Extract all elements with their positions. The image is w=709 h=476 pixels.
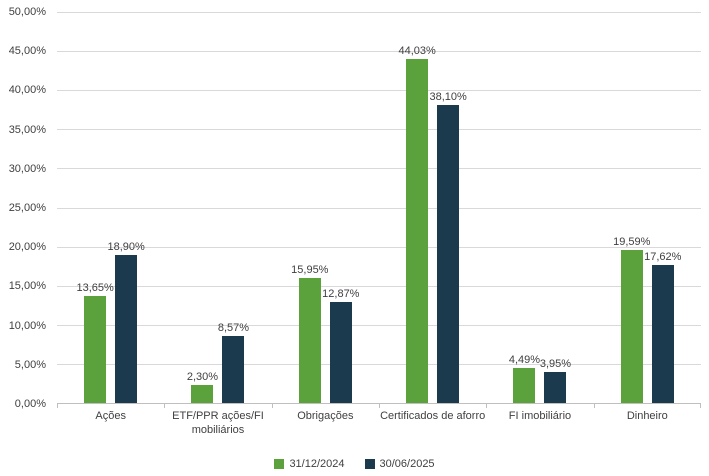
plot-area: 13,65% 18,90% 2,30% 8,57% 15,95% 12,87% 44,03%… bbox=[57, 12, 701, 404]
legend-label-2024: 31/12/2024 bbox=[289, 458, 345, 470]
y-axis: 0,00% 5,00% 10,00% 15,00% 20,00% 25,00% 30,00%… bbox=[0, 6, 50, 410]
x-axis-label: FI imobiliário bbox=[508, 410, 572, 422]
y-axis-label: 35,00% bbox=[8, 123, 46, 136]
legend-swatch-2025 bbox=[364, 459, 375, 469]
bar-group: 13,65% 18,90% bbox=[57, 12, 164, 403]
bar-31/12/2024: 15,95% bbox=[291, 264, 328, 403]
y-axis-label: 45,00% bbox=[8, 45, 46, 58]
x-axis: Ações ETF/PPR ações/FI mobiliários Obrigaç… bbox=[57, 410, 701, 438]
bar-30/06/2025: 18,90% bbox=[108, 241, 145, 403]
y-axis-label: 20,00% bbox=[8, 241, 46, 254]
bar-30/06/2025: 17,62% bbox=[644, 251, 681, 403]
bar-31/12/2024: 19,59% bbox=[613, 236, 650, 403]
y-axis-label: 30,00% bbox=[8, 162, 46, 175]
bar-value-label: 19,59% bbox=[613, 235, 651, 248]
y-axis-label: 40,00% bbox=[8, 84, 46, 97]
x-axis-tickmark bbox=[700, 404, 701, 408]
bar-value-label: 38,10% bbox=[429, 91, 467, 104]
x-axis-label: Obrigações bbox=[297, 410, 354, 422]
bar-value-label: 4,49% bbox=[508, 353, 541, 366]
bar-30/06/2025: 3,95% bbox=[540, 358, 571, 403]
bar-group: 2,30% 8,57% bbox=[164, 12, 271, 403]
legend-swatch-2024 bbox=[274, 459, 285, 469]
bar-31/12/2024: 2,30% bbox=[187, 371, 218, 403]
gridline bbox=[57, 90, 701, 92]
legend-label-2025: 30/06/2025 bbox=[379, 458, 435, 470]
gridline bbox=[57, 324, 701, 326]
bar-value-label: 3,95% bbox=[539, 358, 572, 371]
y-axis-label: 10,00% bbox=[8, 319, 46, 332]
bar-group: 4,49% 3,95% bbox=[486, 12, 593, 403]
bar-value-label: 8,57% bbox=[217, 321, 250, 334]
bar-value-label: 18,90% bbox=[107, 241, 145, 254]
bar-30/06/2025: 8,57% bbox=[218, 322, 249, 403]
x-axis-tickmark bbox=[593, 404, 595, 408]
legend-item-2025: 30/06/2025 bbox=[364, 458, 435, 470]
bar-group: 19,59% 17,62% bbox=[594, 12, 701, 403]
y-axis-label: 50,00% bbox=[8, 6, 46, 18]
gridline bbox=[57, 51, 701, 53]
y-axis-label: 25,00% bbox=[8, 202, 46, 214]
gridline bbox=[57, 129, 701, 131]
x-axis-label: ETF/PPR ações/FI mobiliários bbox=[172, 410, 264, 436]
gridline bbox=[57, 246, 701, 248]
x-axis-label: Ações bbox=[95, 410, 126, 422]
gridline bbox=[57, 12, 701, 13]
bar-group: 15,95% 12,87% bbox=[272, 12, 379, 403]
y-axis-label: 0,00% bbox=[14, 398, 46, 410]
gridline bbox=[57, 207, 701, 209]
bar-value-label: 44,03% bbox=[398, 44, 436, 57]
y-axis-label: 5,00% bbox=[14, 358, 46, 371]
x-axis-tickmark bbox=[271, 404, 273, 408]
bar-value-label: 17,62% bbox=[644, 251, 682, 264]
bar-group: 44,03% 38,10% bbox=[379, 12, 486, 403]
bar-30/06/2025: 38,10% bbox=[429, 91, 467, 403]
legend-item-2024: 31/12/2024 bbox=[274, 458, 345, 470]
bar-value-label: 12,87% bbox=[322, 288, 360, 301]
x-axis-tickmark bbox=[486, 404, 488, 408]
bar-value-label: 13,65% bbox=[76, 282, 114, 295]
legend: 31/12/2024 30/06/2025 bbox=[0, 458, 709, 470]
x-axis-tickmark bbox=[57, 404, 58, 408]
bar-value-label: 15,95% bbox=[291, 264, 329, 277]
x-axis-tickmark bbox=[164, 404, 166, 408]
gridline bbox=[57, 168, 701, 170]
y-axis-label: 15,00% bbox=[8, 280, 46, 293]
gridline bbox=[57, 285, 701, 287]
bar-31/12/2024: 13,65% bbox=[77, 282, 114, 403]
x-axis-label: Dinheiro bbox=[626, 410, 668, 422]
x-axis-tickmark bbox=[379, 404, 380, 408]
gridlines bbox=[57, 12, 701, 403]
bar-groups: 13,65% 18,90% 2,30% 8,57% 15,95% 12,87% 44,03%… bbox=[57, 12, 701, 403]
bar-value-label: 2,30% bbox=[186, 371, 219, 384]
bar-31/12/2024: 4,49% bbox=[509, 354, 540, 403]
bar-30/06/2025: 12,87% bbox=[322, 288, 359, 403]
x-axis-label: Certificados de aforro bbox=[380, 410, 486, 422]
gridline bbox=[57, 363, 701, 365]
bar-31/12/2024: 44,03% bbox=[398, 45, 436, 403]
x-axis-tickmarks bbox=[57, 404, 701, 408]
